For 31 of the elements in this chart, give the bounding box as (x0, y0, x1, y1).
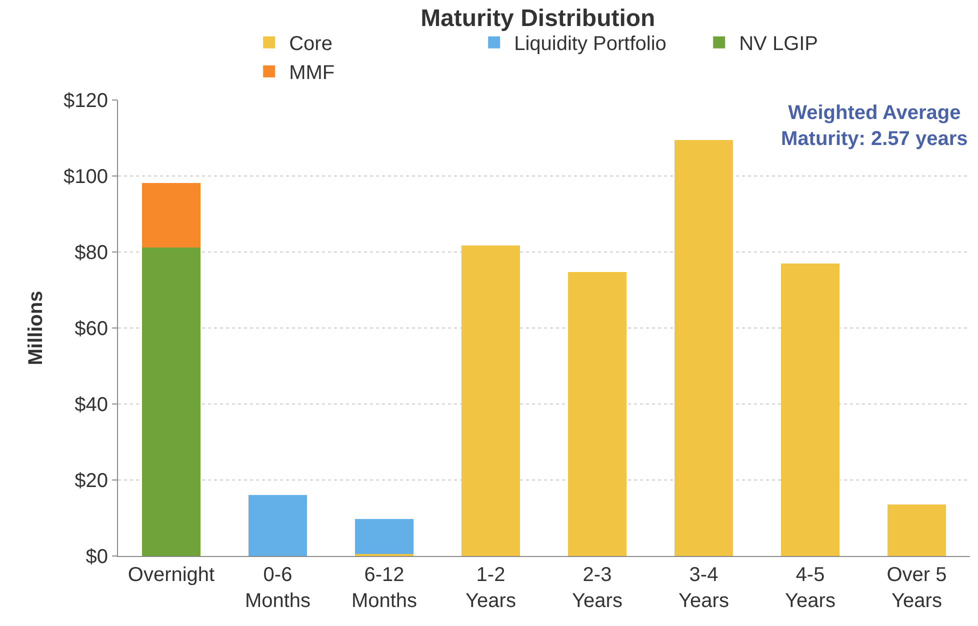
bar (248, 495, 308, 556)
chart-title: Maturity Distribution (420, 5, 656, 32)
x-tick-label: 4-5 Years (785, 564, 836, 612)
x-tick-label: 3-4 Years (678, 564, 729, 612)
y-tick-label: $40 (74, 394, 108, 416)
x-tick-label: 6-12 Months (351, 564, 418, 612)
x-tick-label: Overnight (128, 564, 216, 586)
bar (674, 140, 734, 556)
x-tick-label: 1-2 Years (466, 564, 516, 612)
bar (887, 504, 946, 556)
x-tick-label: 2-3 Years (572, 564, 622, 612)
legend-label: MMF (289, 62, 335, 84)
legend-label: Core (289, 33, 332, 56)
y-tick-label: $120 (64, 90, 108, 112)
x-tick-label: 0-6 Months (244, 564, 311, 612)
bar (142, 247, 201, 556)
annotation: Weighted Average Maturity: 2.57 years (781, 102, 968, 150)
y-tick-label: $100 (64, 166, 108, 188)
y-tick-label: $0 (86, 546, 108, 568)
y-tick-label: $60 (74, 318, 108, 340)
x-tick-label: Over 5 Years (886, 564, 947, 612)
legend-label: NV LGIP (739, 33, 818, 56)
bar (461, 246, 520, 556)
legend-label: Liquidity Portfolio (514, 33, 666, 56)
y-axis-title: Millions (25, 290, 47, 366)
y-tick-label: $80 (74, 242, 108, 264)
bar (354, 519, 414, 554)
bar (780, 263, 840, 556)
bar (142, 182, 201, 248)
y-tick-label: $20 (74, 470, 108, 492)
bar (568, 272, 627, 556)
